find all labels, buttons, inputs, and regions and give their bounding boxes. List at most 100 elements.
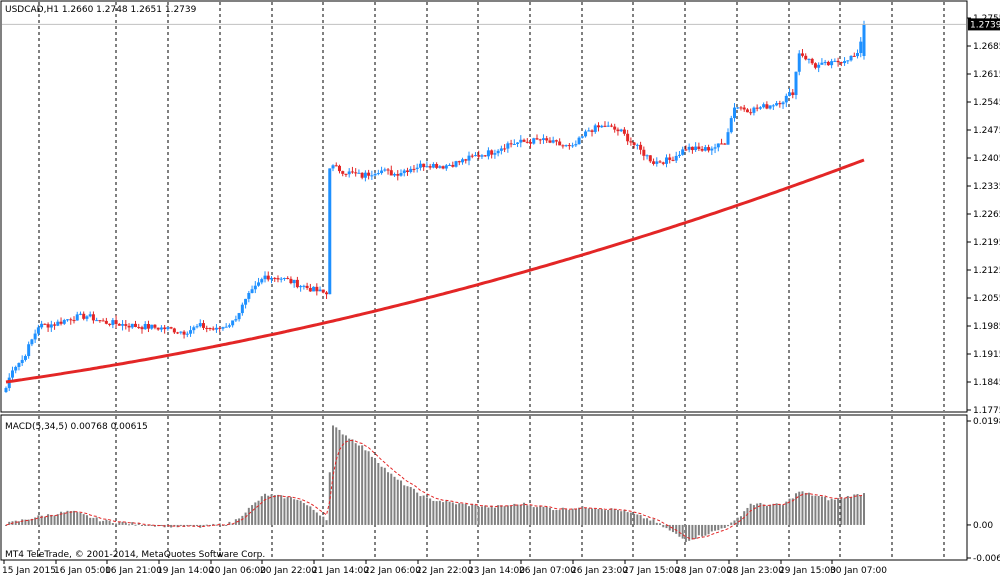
candle-body [137, 326, 141, 328]
macd-bar [720, 524, 723, 529]
macd-bar [782, 505, 785, 525]
candle-body [477, 155, 481, 157]
candle-body [499, 148, 503, 151]
candle-body [279, 278, 283, 280]
candle-body [632, 142, 636, 146]
candle-body [347, 171, 351, 175]
macd-bar [859, 495, 862, 525]
macd-bar [202, 524, 205, 527]
moving-average: 1.2739 [2, 18, 1000, 384]
macd-bar [128, 524, 131, 526]
candle-body [548, 140, 552, 143]
macd-bar [620, 511, 623, 525]
candle-body [593, 125, 597, 132]
candle-body [622, 129, 626, 134]
macd-bar [270, 494, 273, 525]
candle-body [791, 92, 795, 96]
candle-body [111, 320, 115, 325]
candle-body [671, 159, 675, 161]
candle-body [797, 53, 801, 72]
macd-bar [212, 523, 215, 525]
candle-body [192, 327, 196, 331]
candle-body [435, 164, 439, 168]
macd-bar [319, 515, 322, 525]
macd-bar [196, 524, 199, 526]
macd-bar [400, 480, 403, 525]
candle-body [189, 330, 193, 334]
macd-bar [30, 518, 33, 525]
candle-body [305, 285, 309, 288]
candle-body [376, 173, 380, 175]
macd-bar [484, 505, 487, 525]
macd-bar [675, 524, 678, 534]
macd-bar [283, 498, 286, 525]
candle-body [849, 55, 853, 61]
candle-body [409, 168, 413, 172]
candle-body [370, 175, 374, 177]
macd-bar [603, 510, 606, 525]
candle-body [567, 145, 571, 147]
macd-bar [199, 524, 202, 528]
candle-body [224, 326, 228, 328]
macd-bar [843, 498, 846, 525]
macd-bar [626, 512, 629, 525]
candle-body [684, 149, 688, 151]
macd-bar [516, 504, 519, 525]
macd-bar [807, 492, 810, 525]
candles [4, 20, 866, 393]
candle-body [396, 174, 400, 176]
time-tick-label: 26 Jan 07:00 [519, 566, 576, 576]
macd-bar [600, 508, 603, 525]
macd-bar [296, 499, 299, 525]
candle-body [775, 103, 779, 106]
candle-body [529, 142, 533, 144]
candle-body [739, 107, 743, 109]
candle-body [752, 107, 756, 113]
macd-bar [535, 507, 538, 525]
candle-body [661, 162, 665, 164]
macd-bar [124, 522, 127, 525]
macd-bar [60, 511, 63, 525]
candle-body [367, 172, 371, 176]
candle-body [179, 331, 183, 333]
macd-bar [759, 502, 762, 525]
candle-body [383, 169, 387, 171]
macd-bar [364, 450, 367, 525]
candle-body [146, 323, 150, 329]
candle-body [839, 62, 843, 64]
macd-bar [691, 524, 694, 540]
candle-body [143, 323, 147, 330]
macd-bar [432, 500, 435, 525]
time-tick-label: 20 Jan 06:00 [209, 566, 266, 576]
candle-body [745, 109, 749, 113]
candle-body [506, 143, 510, 149]
candle-body [176, 332, 180, 334]
macd-bar [121, 521, 124, 525]
macd-bar [733, 520, 736, 525]
macd-bar [655, 522, 658, 525]
macd-bar [442, 502, 445, 525]
candle-body [541, 138, 545, 141]
macd-bar [571, 508, 574, 525]
candle-body [856, 53, 860, 57]
macd-bar [639, 515, 642, 525]
macd-bar [14, 520, 17, 525]
macd-bar [487, 507, 490, 525]
macd-bar [312, 509, 315, 525]
macd-bar [387, 472, 390, 525]
candle-body [658, 161, 662, 163]
candle-body [23, 356, 27, 360]
time-tick-label: 27 Jan 15:00 [623, 566, 680, 576]
macd-bar [276, 494, 279, 525]
macd-bar [267, 495, 270, 525]
candle-body [20, 359, 24, 364]
price-tick-label: 1.2615 [973, 70, 1000, 80]
time-tick-label: 15 Jan 2015 [2, 566, 56, 576]
candle-body [674, 155, 678, 161]
macd-bar [367, 451, 370, 525]
candle-body [318, 289, 322, 292]
macd-bar [27, 519, 30, 525]
macd-bar [746, 507, 749, 525]
macd-bar [416, 492, 419, 525]
candle-body [337, 165, 341, 172]
